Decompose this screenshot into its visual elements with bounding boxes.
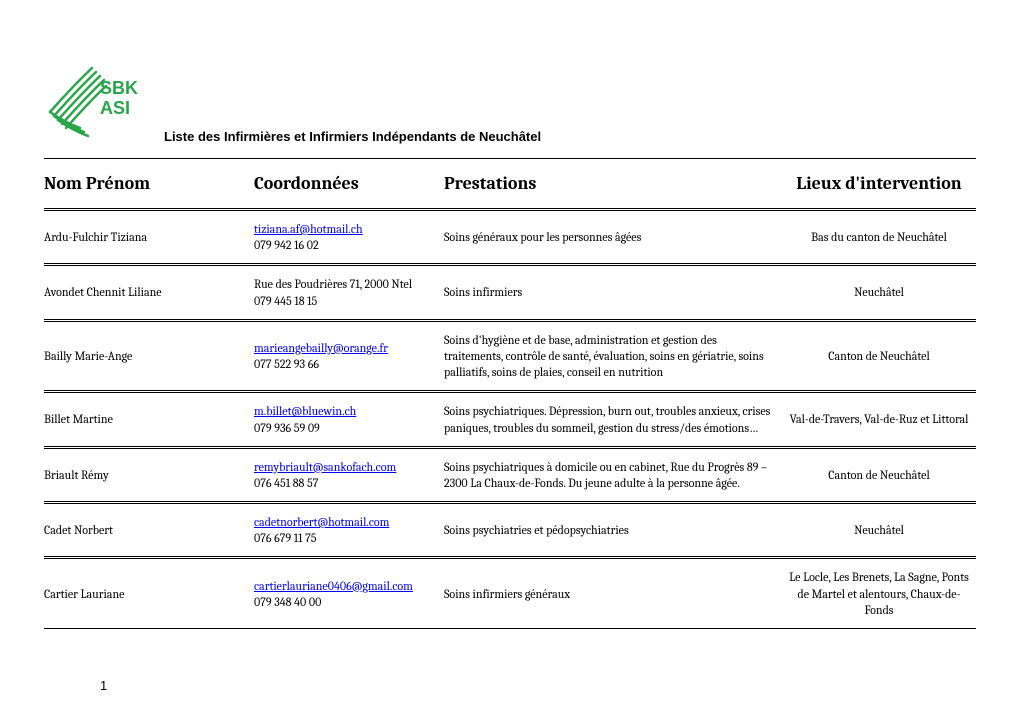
column-header-coord: Coordonnées: [254, 173, 444, 194]
svg-text:ASI: ASI: [100, 98, 130, 118]
row-double-rule: [44, 556, 976, 559]
row-double-rule: [44, 390, 976, 393]
cell-lieu: Canton de Neuchâtel: [784, 467, 974, 483]
svg-text:SBK: SBK: [100, 78, 138, 98]
email-link[interactable]: tiziana.af@hotmail.ch: [254, 222, 363, 236]
row-double-rule: [44, 263, 976, 266]
cell-prestations: Soins infirmiers généraux: [444, 586, 784, 602]
email-link[interactable]: marieangebailly@orange.fr: [254, 341, 388, 355]
email-link[interactable]: cartierlauriane0406@gmail.com: [254, 579, 413, 593]
row-double-rule: [44, 319, 976, 322]
cell-name: Billet Martine: [44, 411, 254, 427]
cell-prestations: Soins psychiatries et pédopsychiatries: [444, 522, 784, 538]
row-single-rule: [44, 628, 976, 629]
column-header-name: Nom Prénom: [44, 173, 254, 194]
cell-lieu: Bas du canton de Neuchâtel: [784, 229, 974, 245]
document-subtitle: Liste des Infirmières et Infirmiers Indé…: [164, 129, 541, 150]
cell-prestations: Soins d'hygiène et de base, administrati…: [444, 332, 784, 381]
cell-coord: cadetnorbert@hotmail.com076 679 11 75: [254, 514, 444, 546]
column-header-prest: Prestations: [444, 173, 784, 194]
table-header: Nom Prénom Coordonnées Prestations Lieux…: [44, 159, 976, 208]
cell-coord: m.billet@bluewin.ch079 936 59 09: [254, 403, 444, 435]
cell-coord: cartierlauriane0406@gmail.com079 348 40 …: [254, 578, 444, 610]
cell-name: Cadet Norbert: [44, 522, 254, 538]
cell-lieu: Neuchâtel: [784, 284, 974, 300]
cell-name: Bailly Marie-Ange: [44, 348, 254, 364]
table-row: Briault Rémyremybriault@sankofach.com076…: [44, 449, 976, 501]
table-row: Billet Martinem.billet@bluewin.ch079 936…: [44, 393, 976, 445]
table-row: Cadet Norbertcadetnorbert@hotmail.com076…: [44, 504, 976, 556]
cell-lieu: Val-de-Travers, Val-de-Ruz et Littoral: [784, 411, 974, 427]
row-double-rule: [44, 501, 976, 504]
column-header-lieu: Lieux d'intervention: [784, 173, 974, 194]
cell-coord: remybriault@sankofach.com076 451 88 57: [254, 459, 444, 491]
cell-prestations: Soins infirmiers: [444, 284, 784, 300]
cell-prestations: Soins psychiatriques à domicile ou en ca…: [444, 459, 784, 491]
cell-coord: Rue des Poudrières 71, 2000 Ntel079 445 …: [254, 276, 444, 308]
table-row: Ardu-Fulchir Tizianatiziana.af@hotmail.c…: [44, 211, 976, 263]
cell-coord: tiziana.af@hotmail.ch079 942 16 02: [254, 221, 444, 253]
table-row: Cartier Laurianecartierlauriane0406@gmai…: [44, 559, 976, 628]
cell-name: Cartier Lauriane: [44, 586, 254, 602]
email-link[interactable]: cadetnorbert@hotmail.com: [254, 515, 389, 529]
table-body: Ardu-Fulchir Tizianatiziana.af@hotmail.c…: [44, 211, 976, 629]
document-header: SBK ASI Liste des Infirmières et Infirmi…: [44, 50, 976, 150]
cell-name: Ardu-Fulchir Tiziana: [44, 229, 254, 245]
cell-name: Avondet Chennit Liliane: [44, 284, 254, 300]
table-row: Bailly Marie-Angemarieangebailly@orange.…: [44, 322, 976, 391]
cell-lieu: Le Locle, Les Brenets, La Sagne, Ponts d…: [784, 569, 974, 618]
email-link[interactable]: remybriault@sankofach.com: [254, 460, 396, 474]
row-double-rule: [44, 446, 976, 449]
email-link[interactable]: m.billet@bluewin.ch: [254, 404, 356, 418]
header-double-rule: [44, 208, 976, 211]
sbk-asi-logo: SBK ASI: [44, 50, 144, 150]
cell-name: Briault Rémy: [44, 467, 254, 483]
cell-lieu: Canton de Neuchâtel: [784, 348, 974, 364]
page-number: 1: [100, 678, 107, 693]
cell-prestations: Soins psychiatriques. Dépression, burn o…: [444, 403, 784, 435]
cell-coord: marieangebailly@orange.fr077 522 93 66: [254, 340, 444, 372]
table-row: Avondet Chennit LilianeRue des Poudrière…: [44, 266, 976, 318]
cell-lieu: Neuchâtel: [784, 522, 974, 538]
cell-prestations: Soins généraux pour les personnes âgées: [444, 229, 784, 245]
